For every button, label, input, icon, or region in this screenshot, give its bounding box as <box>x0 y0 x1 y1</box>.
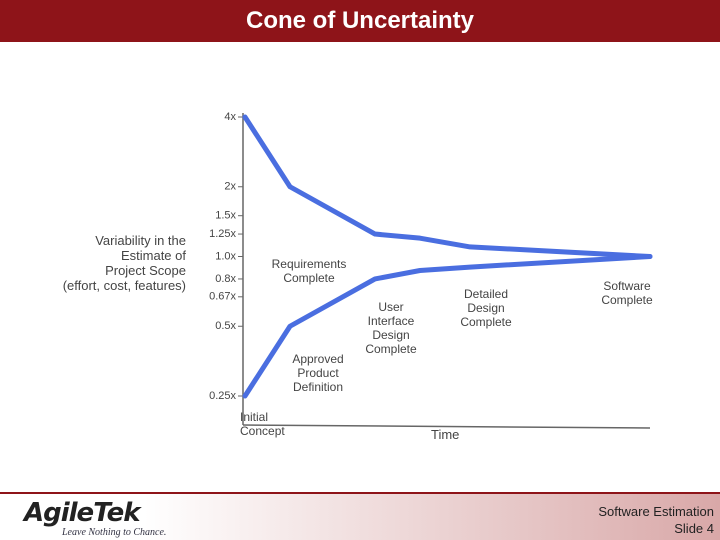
footer-text: Software Estimation <box>598 504 714 519</box>
y-tick-label: 0.8x <box>215 273 236 285</box>
tagline: Leave Nothing to Chance. <box>62 527 167 538</box>
milestone-label: Requirements Complete <box>271 257 347 285</box>
y-tick-label: 4x <box>224 111 236 123</box>
chart: 4x 2x 1.5x 1.25x 1.0x 0.8x 0.67x 0.5x 0.25x <box>209 111 653 429</box>
x-axis-label: Time <box>431 427 460 442</box>
milestone-label: Approved Product Definition <box>292 352 344 394</box>
cone-line <box>242 254 653 399</box>
y-tick-label: 0.67x <box>209 291 236 303</box>
cone-line <box>242 114 653 259</box>
y-tick-label: 1.5x <box>215 210 236 222</box>
footer: AgileTek Leave Nothing to Chance. Softwa… <box>0 492 720 540</box>
y-axis-label: Variability in the Estimate of Project S… <box>62 233 186 293</box>
milestone-label: Detailed Design Complete <box>460 287 512 329</box>
slide-title: Cone of Uncertainty <box>0 0 720 42</box>
y-tick-label: 1.25x <box>209 228 236 240</box>
y-tick-label: 0.25x <box>209 390 236 402</box>
logo: AgileTek <box>24 498 140 528</box>
y-tick-label: 1.0x <box>215 250 236 262</box>
y-tick-label: 0.5x <box>215 320 236 332</box>
milestone-label: Software Complete <box>601 279 653 307</box>
milestone-label: Initial Concept <box>240 410 285 438</box>
x-axis <box>242 424 651 429</box>
footer-text: Slide 4 <box>674 521 714 536</box>
milestone-label: User Interface Design Complete <box>365 300 417 356</box>
y-tick-label: 2x <box>224 181 236 193</box>
